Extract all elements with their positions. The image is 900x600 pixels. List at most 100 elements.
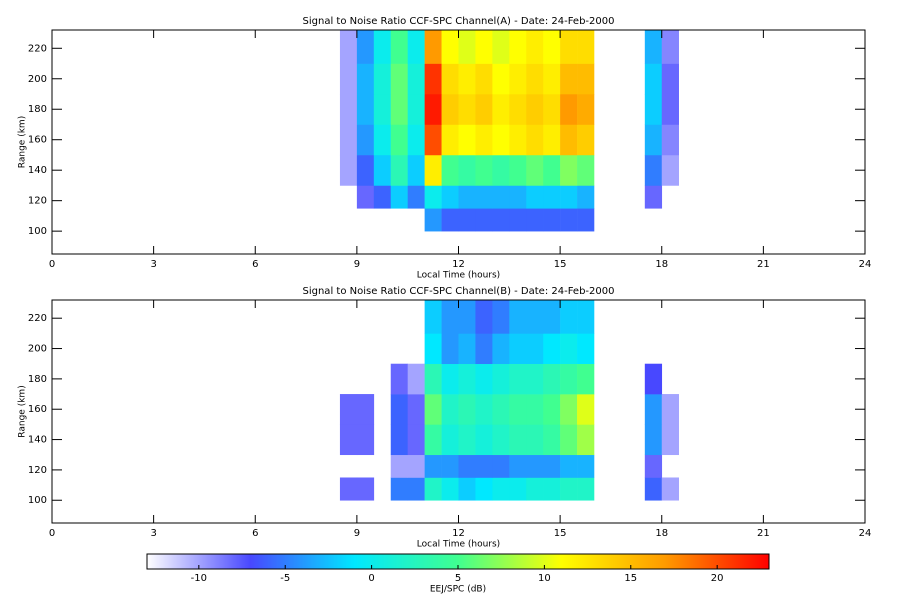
heat-cell [475, 154, 493, 186]
colorbar-tick-label: 20 [711, 573, 724, 584]
heat-cell [526, 185, 544, 209]
y-tick-label: 180 [28, 104, 47, 115]
x-tick-label: 24 [859, 259, 872, 270]
x-tick-label: 24 [859, 528, 872, 539]
x-tick-label: 9 [354, 528, 360, 539]
heat-cell [644, 185, 663, 209]
heat-cell [390, 30, 408, 64]
heat-cell [458, 94, 476, 125]
heat-cell [492, 185, 510, 209]
heat-cell [356, 154, 375, 186]
heat-cell [390, 154, 408, 186]
heat-cell [526, 477, 544, 501]
heat-cell [526, 300, 544, 334]
heat-cell [390, 394, 408, 425]
heat-cell [339, 30, 358, 64]
x-tick-label: 12 [452, 528, 465, 539]
heat-cell [543, 30, 561, 64]
x-tick-label: 21 [757, 528, 770, 539]
colorbar-label: EEJ/SPC (dB) [430, 585, 486, 595]
heat-cell [407, 185, 425, 209]
heat-cell [458, 300, 476, 334]
heat-cell [509, 208, 527, 232]
heat-cell [339, 424, 358, 456]
heat-cell [407, 424, 425, 456]
heat-cell [492, 363, 510, 395]
heat-cell [424, 154, 442, 186]
heat-cell [560, 477, 578, 501]
heat-cell [577, 63, 595, 95]
heat-cell [543, 300, 561, 334]
heat-cell [492, 154, 510, 186]
heat-cell [492, 424, 510, 456]
y-tick-label: 160 [28, 404, 47, 415]
heat-cell [458, 185, 476, 209]
heat-cell [492, 124, 510, 156]
heat-cell [492, 30, 510, 64]
heat-cell [543, 154, 561, 186]
heat-cell [577, 124, 595, 156]
heat-cell [390, 363, 408, 395]
heat-cell [661, 477, 679, 501]
heat-cell [509, 124, 527, 156]
heat-cell [373, 185, 392, 209]
heat-cell [458, 394, 476, 425]
heat-cell [509, 154, 527, 186]
heat-cell [661, 394, 679, 425]
heat-cell [458, 154, 476, 186]
heat-cell [356, 477, 375, 501]
heat-cell [390, 124, 408, 156]
heat-cell [441, 333, 459, 365]
heat-cell [492, 94, 510, 125]
heat-cell [644, 154, 663, 186]
heat-cell [661, 63, 679, 95]
heat-cell [339, 63, 358, 95]
heat-cell [390, 477, 408, 501]
heat-cell [458, 363, 476, 395]
heat-cell [543, 454, 561, 478]
colorbar-tick-label: -10 [191, 573, 207, 584]
heat-cell [407, 454, 425, 478]
heat-cell [560, 300, 578, 334]
heat-cell [644, 424, 663, 456]
heat-cell [644, 394, 663, 425]
heat-cell [560, 30, 578, 64]
heat-cell [475, 124, 493, 156]
heat-cell [475, 394, 493, 425]
heat-cell [475, 63, 493, 95]
heat-cell [661, 124, 679, 156]
y-tick-label: 120 [28, 196, 47, 207]
heat-cell [577, 363, 595, 395]
heat-cell [560, 208, 578, 232]
heat-cell [644, 477, 663, 501]
y-tick-label: 200 [28, 74, 47, 85]
heat-cell [526, 363, 544, 395]
heat-cell [407, 124, 425, 156]
heat-cell [356, 124, 375, 156]
heat-cell [407, 394, 425, 425]
heat-cell [390, 94, 408, 125]
heat-cell [424, 424, 442, 456]
heat-cell [339, 94, 358, 125]
heat-cell [373, 94, 392, 125]
heat-cell [644, 63, 663, 95]
heat-cell [424, 477, 442, 501]
heat-cell [577, 454, 595, 478]
heat-cell [543, 363, 561, 395]
heat-cell [339, 394, 358, 425]
heat-cell [339, 477, 358, 501]
heat-cell [475, 363, 493, 395]
y-tick-label: 220 [28, 43, 47, 54]
heat-cell [373, 124, 392, 156]
heat-cell [509, 477, 527, 501]
heat-cell [424, 454, 442, 478]
x-tick-label: 3 [150, 528, 156, 539]
y-tick-label: 160 [28, 135, 47, 146]
heat-cell [492, 394, 510, 425]
heat-cell [526, 394, 544, 425]
colorbar-tick-label: 10 [538, 573, 551, 584]
heat-cell [441, 394, 459, 425]
heat-cell [458, 454, 476, 478]
heat-cell [577, 333, 595, 365]
heat-cell [492, 300, 510, 334]
